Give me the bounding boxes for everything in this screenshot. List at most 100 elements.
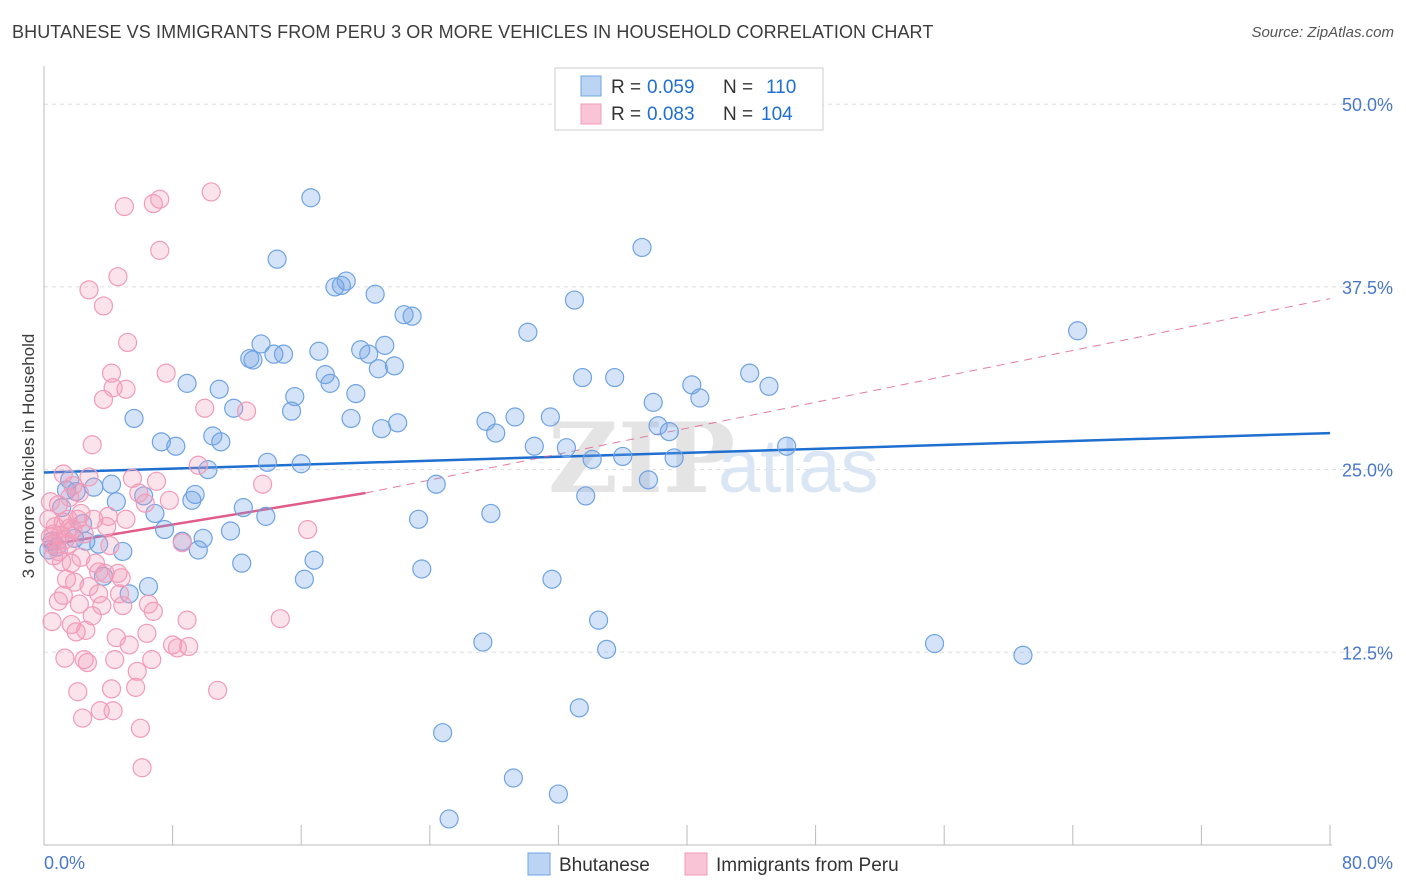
point-bhutanese: [564, 290, 585, 310]
point-bhutanese: [138, 576, 159, 597]
point-peru: [156, 363, 176, 383]
point-peru: [74, 650, 94, 670]
point-bhutanese: [273, 344, 294, 364]
x-tick-label-min: 0.0%: [44, 853, 85, 873]
point-bhutanese: [433, 723, 453, 743]
point-peru: [48, 591, 69, 611]
point-bhutanese: [365, 284, 385, 304]
point-bhutanese: [185, 484, 205, 505]
point-bhutanese: [503, 768, 523, 788]
point-bhutanese: [106, 492, 126, 512]
legend-bhutanese-swatch: [527, 852, 551, 876]
point-peru: [103, 701, 123, 721]
point-peru: [55, 648, 75, 668]
point-bhutanese: [394, 305, 414, 325]
stats-legend: R = 0.059 N = 110 R = 0.083 N = 104: [554, 67, 824, 131]
point-bhutanese: [232, 553, 252, 573]
point-peru: [58, 534, 78, 554]
point-peru: [100, 536, 120, 556]
point-bhutanese: [251, 334, 271, 354]
point-bhutanese: [572, 367, 593, 388]
y-tick-label: 37.5%: [1342, 278, 1393, 298]
point-bhutanese: [341, 408, 361, 429]
point-peru: [77, 652, 98, 673]
legend-n-value-2: 104: [761, 104, 793, 125]
point-peru: [177, 610, 197, 630]
point-peru: [146, 471, 167, 491]
point-bhutanese: [588, 610, 609, 630]
point-bhutanese: [759, 376, 779, 396]
point-bhutanese: [924, 633, 945, 654]
point-peru: [89, 562, 109, 582]
point-bhutanese: [325, 277, 345, 297]
point-bhutanese: [177, 373, 197, 393]
point-bhutanese: [182, 490, 202, 510]
point-bhutanese: [124, 408, 144, 429]
point-peru: [64, 572, 85, 592]
point-peru: [79, 467, 99, 487]
point-peru: [201, 182, 221, 202]
legend-r-value-2: 0.083: [647, 104, 695, 125]
point-bhutanese: [304, 550, 324, 570]
point-peru: [117, 332, 138, 353]
point-peru: [108, 267, 128, 287]
trend-line-peru-extension: [365, 298, 1331, 494]
point-bhutanese: [576, 486, 596, 506]
point-peru: [58, 509, 78, 529]
point-peru: [208, 680, 228, 700]
point-bhutanese: [309, 341, 329, 361]
point-peru: [40, 492, 61, 512]
legend-n-label-2: N =: [723, 104, 753, 125]
point-peru: [61, 553, 81, 573]
legend-n-value-1: 110: [766, 77, 796, 98]
point-bhutanese: [597, 639, 617, 659]
point-bhutanese: [320, 373, 340, 393]
point-bhutanese: [1068, 321, 1088, 341]
point-bhutanese: [473, 632, 493, 652]
point-peru: [142, 650, 162, 670]
point-bhutanese: [540, 407, 560, 427]
point-peru: [179, 636, 199, 657]
point-bhutanese: [740, 363, 760, 383]
point-peru: [119, 635, 139, 655]
legend-r-label-2: R =: [611, 104, 641, 125]
point-bhutanese: [664, 448, 684, 468]
point-peru: [60, 487, 80, 507]
point-bhutanese: [505, 407, 525, 427]
point-bhutanese: [412, 559, 432, 579]
point-bhutanese: [777, 436, 797, 456]
legend-swatch-blue: [580, 75, 602, 97]
point-bhutanese: [518, 322, 538, 342]
point-bhutanese: [486, 423, 506, 443]
point-peru: [89, 584, 109, 604]
point-bhutanese: [52, 498, 72, 518]
legend-bhutanese-label: Bhutanese: [559, 855, 650, 876]
point-bhutanese: [119, 584, 139, 604]
point-peru: [270, 609, 290, 629]
point-peru: [69, 594, 89, 614]
point-bhutanese: [301, 188, 321, 208]
point-peru: [69, 483, 89, 503]
point-bhutanese: [101, 474, 122, 494]
point-peru: [129, 483, 149, 503]
point-peru: [72, 708, 93, 728]
point-bhutanese: [346, 384, 366, 404]
x-tick-label-max: 80.0%: [1342, 853, 1393, 873]
legend-swatch-pink: [580, 103, 602, 125]
point-bhutanese: [281, 401, 302, 421]
legend-peru-swatch: [684, 852, 708, 876]
point-bhutanese: [1013, 645, 1033, 665]
point-peru: [188, 455, 208, 475]
point-bhutanese: [285, 386, 305, 407]
point-bhutanese: [439, 809, 459, 829]
point-peru: [253, 474, 273, 494]
watermark: ZIP atlas: [548, 402, 879, 515]
point-peru: [116, 379, 136, 399]
point-peru: [109, 584, 130, 604]
tick-labels: 12.5% 25.0% 37.5% 50.0% 0.0% 80.0%: [44, 95, 1393, 873]
point-bhutanese: [256, 506, 276, 526]
point-bhutanese: [659, 422, 679, 442]
point-peru: [195, 398, 215, 418]
legend-peru-label: Immigrants from Peru: [716, 855, 899, 876]
point-bhutanese: [291, 454, 311, 474]
